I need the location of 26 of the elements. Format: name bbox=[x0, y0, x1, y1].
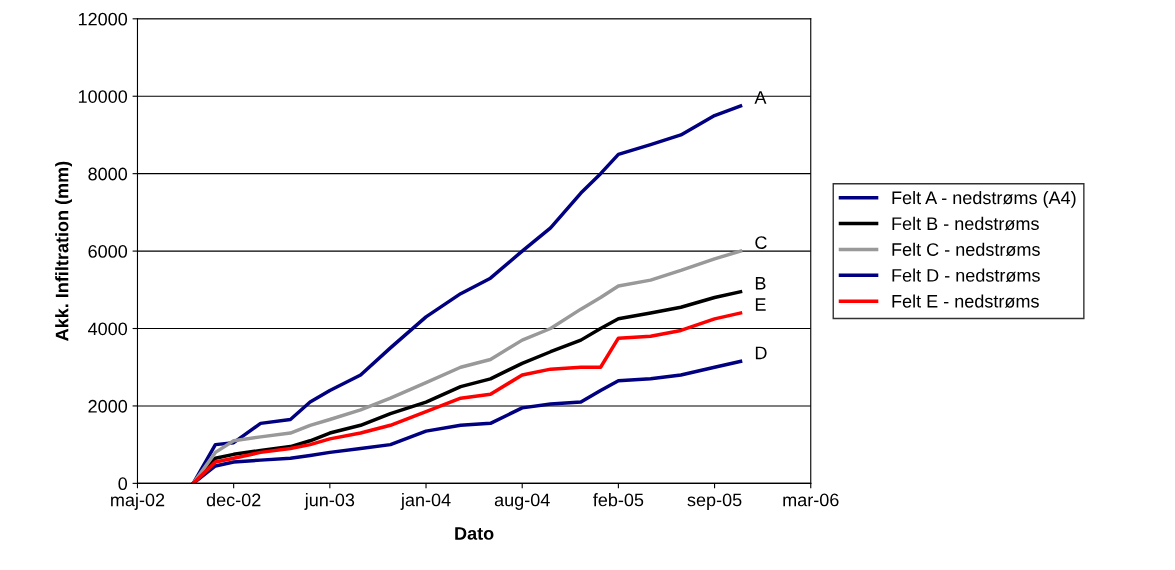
x-tick-label: jan-04 bbox=[400, 493, 451, 510]
legend-label: Felt B - nedstrøms bbox=[892, 216, 1039, 231]
x-tick-label: dec-02 bbox=[206, 493, 261, 507]
legend-label: Felt E - nedstrøms bbox=[892, 294, 1039, 308]
x-tick-label: feb-05 bbox=[593, 493, 644, 507]
y-tick-label: 8000 bbox=[88, 167, 128, 181]
y-tick-label: 12000 bbox=[78, 12, 128, 26]
legend-label: Felt C - nedstrøms bbox=[892, 242, 1040, 257]
y-tick-label: 6000 bbox=[88, 245, 128, 258]
legend-label: Felt A - nedstrøms (A4) bbox=[892, 190, 1076, 208]
y-axis-title: Akk. Infiltration (mm) bbox=[55, 161, 72, 341]
x-tick-label: sep-05 bbox=[687, 493, 742, 510]
y-tick-label: 10000 bbox=[78, 90, 128, 103]
x-tick-label: aug-04 bbox=[494, 493, 550, 510]
y-tick-label: 2000 bbox=[88, 399, 128, 413]
x-tick-label: maj-02 bbox=[111, 493, 165, 510]
annotation: D bbox=[755, 346, 767, 360]
annotation: B bbox=[755, 277, 766, 290]
x-tick-label: mar-06 bbox=[783, 493, 839, 507]
x-tick-label: jun-03 bbox=[304, 493, 355, 510]
y-tick-label: 4000 bbox=[88, 322, 128, 336]
legend-label: Felt D - nedstrøms bbox=[892, 268, 1040, 282]
x-axis-title: Dato bbox=[455, 527, 494, 540]
annotation: E bbox=[755, 298, 766, 311]
y-tick-label: 0 bbox=[118, 477, 128, 491]
annotation: C bbox=[755, 236, 767, 249]
